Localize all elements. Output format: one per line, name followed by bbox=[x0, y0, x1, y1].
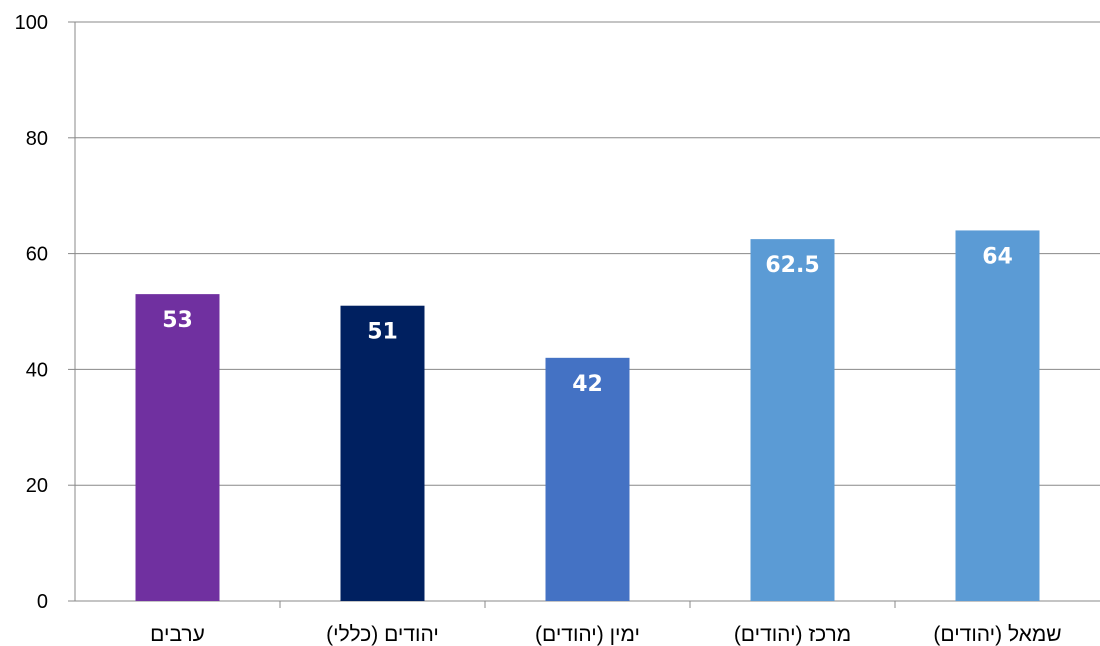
data-label: 62.5 bbox=[765, 253, 819, 278]
data-label: 51 bbox=[367, 320, 398, 345]
bar bbox=[750, 239, 835, 601]
bar bbox=[955, 230, 1040, 601]
bar bbox=[545, 357, 630, 601]
x-category-label: יהודים (כללי) bbox=[326, 623, 439, 646]
x-category-label: מרכז (יהודים) bbox=[734, 623, 851, 646]
y-tick-label: 0 bbox=[37, 591, 48, 613]
y-tick-label: 60 bbox=[26, 244, 48, 266]
bar bbox=[340, 305, 425, 601]
data-label: 64 bbox=[982, 244, 1013, 269]
y-tick-label: 20 bbox=[26, 475, 48, 497]
x-category-label: ימין (יהודים) bbox=[535, 623, 640, 646]
axes: 0 20 40 60 80 100 bbox=[15, 12, 1100, 613]
x-category-label: ערבים bbox=[150, 623, 205, 646]
y-tick-label: 100 bbox=[15, 12, 48, 34]
data-label: 42 bbox=[572, 372, 603, 397]
x-category-label: שמאל (יהודים) bbox=[933, 623, 1061, 646]
data-label: 53 bbox=[162, 308, 193, 333]
bar bbox=[135, 294, 220, 601]
y-tick-label: 80 bbox=[26, 128, 48, 150]
y-tick-label: 40 bbox=[26, 359, 48, 381]
bars bbox=[135, 230, 1040, 601]
labels: 53 ערבים 51 יהודים (כללי) 42 ימין (יהודים) 62.… bbox=[150, 244, 1061, 646]
gridlines bbox=[75, 21, 1100, 486]
